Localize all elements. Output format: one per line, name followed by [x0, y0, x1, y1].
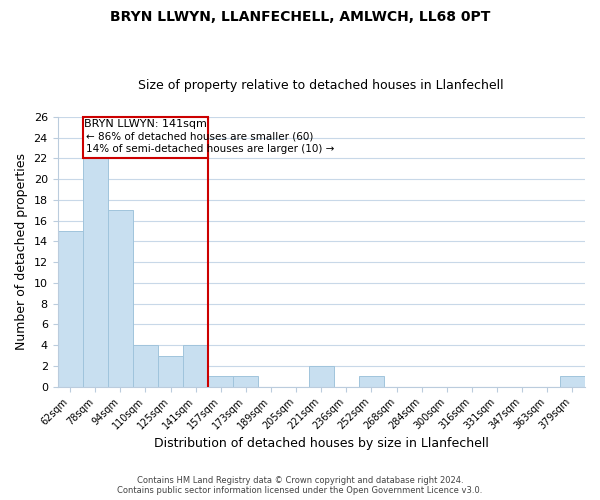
Bar — [309, 366, 334, 386]
Bar — [83, 158, 108, 386]
Text: ← 86% of detached houses are smaller (60): ← 86% of detached houses are smaller (60… — [86, 132, 314, 141]
Bar — [208, 376, 233, 386]
Title: Size of property relative to detached houses in Llanfechell: Size of property relative to detached ho… — [139, 79, 504, 92]
Text: Contains HM Land Registry data © Crown copyright and database right 2024.
Contai: Contains HM Land Registry data © Crown c… — [118, 476, 482, 495]
Bar — [158, 356, 183, 386]
Bar — [183, 345, 208, 387]
Bar — [58, 231, 83, 386]
Bar — [233, 376, 259, 386]
Text: BRYN LLWYN: 141sqm: BRYN LLWYN: 141sqm — [84, 119, 207, 129]
X-axis label: Distribution of detached houses by size in Llanfechell: Distribution of detached houses by size … — [154, 437, 489, 450]
Y-axis label: Number of detached properties: Number of detached properties — [15, 153, 28, 350]
Text: 14% of semi-detached houses are larger (10) →: 14% of semi-detached houses are larger (… — [86, 144, 335, 154]
Bar — [359, 376, 384, 386]
Bar — [133, 345, 158, 387]
FancyBboxPatch shape — [83, 117, 208, 158]
Text: BRYN LLWYN, LLANFECHELL, AMLWCH, LL68 0PT: BRYN LLWYN, LLANFECHELL, AMLWCH, LL68 0P… — [110, 10, 490, 24]
Bar — [560, 376, 585, 386]
Bar — [108, 210, 133, 386]
